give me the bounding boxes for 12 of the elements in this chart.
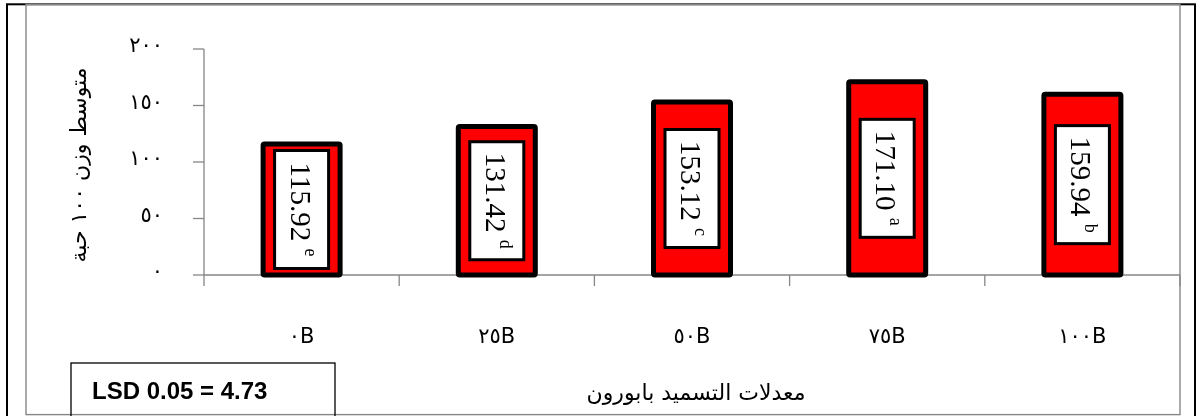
y-tick-label: ١٠٠ — [129, 146, 163, 170]
y-axis-title: متوسط وزن ١٠٠ حبة — [65, 67, 91, 263]
x-axis-title: معدلات التسميد بابورون — [586, 379, 806, 405]
y-tick-label: ٠ — [151, 259, 163, 283]
x-tick-label: ٢٥B — [478, 324, 516, 348]
y-tick-label: ٢٠٠ — [129, 33, 163, 57]
y-tick-label: ١٥٠ — [129, 89, 163, 114]
x-tick-label: ٠B — [288, 324, 315, 348]
x-tick-label: ٥٠B — [673, 324, 711, 348]
x-tick-label: ٧٥B — [868, 324, 906, 348]
y-tick-label: ٥٠ — [140, 202, 163, 227]
x-tick-label: ١٠٠B — [1058, 324, 1107, 348]
